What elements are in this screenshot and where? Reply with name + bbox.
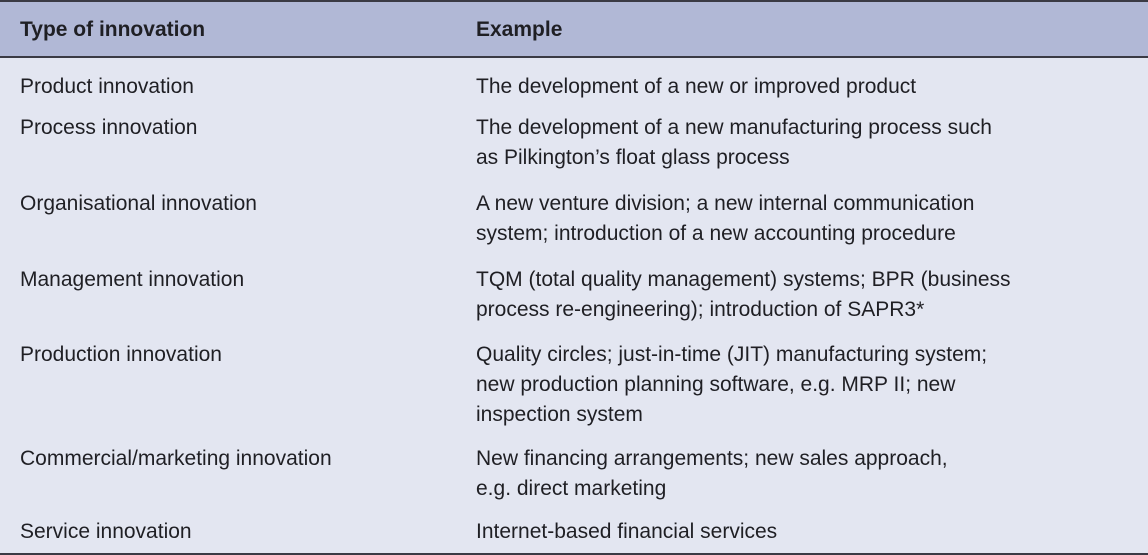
bottom-rule <box>0 553 1148 555</box>
row-example: The development of a new manufacturing p… <box>476 116 992 169</box>
row-type: Product innovation <box>20 75 194 98</box>
row-type: Commercial/marketing innovation <box>20 447 332 470</box>
row-type: Process innovation <box>20 116 198 139</box>
table-header: Type of innovation Example <box>0 0 1148 58</box>
row-type: Organisational innovation <box>20 192 257 215</box>
row-type: Management innovation <box>20 268 245 291</box>
row-example: New financing arrangements; new sales ap… <box>476 447 948 500</box>
header-type: Type of innovation <box>20 18 206 41</box>
row-example: The development of a new or improved pro… <box>476 75 917 98</box>
header-example: Example <box>476 18 563 41</box>
row-example: Internet-based financial services <box>476 520 778 543</box>
row-example: TQM (total quality management) systems; … <box>476 268 1011 321</box>
row-type: Production innovation <box>20 343 222 366</box>
row-type: Service innovation <box>20 520 192 543</box>
row-example: Quality circles; just-in-time (JIT) manu… <box>476 343 988 426</box>
row-example: A new venture division; a new internal c… <box>476 192 975 245</box>
